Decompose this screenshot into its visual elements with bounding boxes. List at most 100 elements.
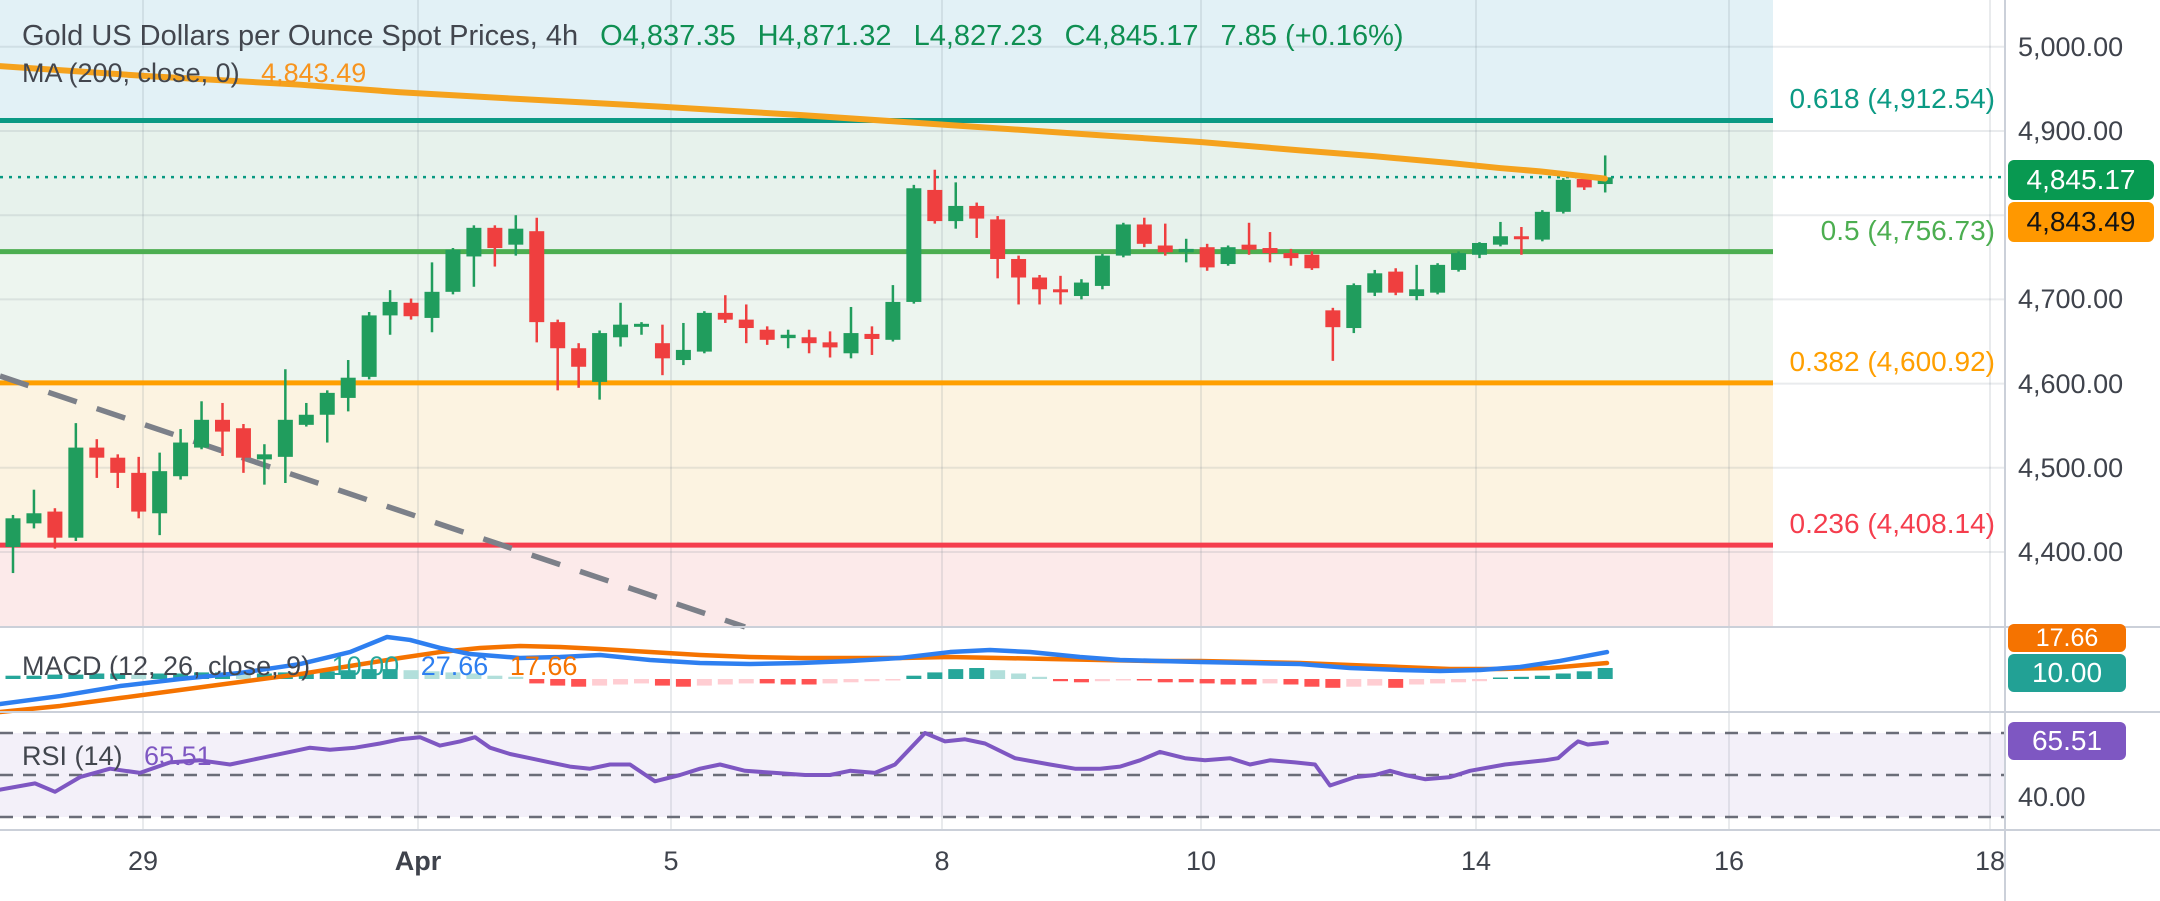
time-axis-tick: 18 xyxy=(1974,846,2006,876)
macd-histogram-bar xyxy=(1178,679,1194,683)
fib-zone xyxy=(0,382,1773,546)
macd-histogram-bar xyxy=(1430,679,1446,684)
macd-line xyxy=(0,634,1610,707)
macd-histogram-bar xyxy=(508,676,524,679)
candle-body xyxy=(1157,245,1173,253)
price-axis-tick: 5,000.00 xyxy=(2018,31,2124,62)
candle-body xyxy=(780,334,796,339)
macd-histogram-bar xyxy=(801,679,817,685)
candle-body xyxy=(1576,178,1592,188)
candle-body xyxy=(654,343,670,359)
candle-body xyxy=(1073,282,1089,297)
candle-body xyxy=(1262,248,1278,254)
macd-histogram-bar xyxy=(759,679,775,684)
candle-body xyxy=(801,337,817,344)
candle-body xyxy=(152,471,168,514)
candle-body xyxy=(1325,310,1341,328)
macd-histogram-bar xyxy=(26,675,42,679)
ma-value-badge: 4,843.49 xyxy=(2008,202,2154,242)
candle-body xyxy=(1409,289,1425,297)
macd-histogram-bar xyxy=(47,674,63,679)
macd-hist-badge: 10.00 xyxy=(2008,654,2126,692)
macd-histogram-bar xyxy=(864,679,880,682)
candle-body xyxy=(445,249,461,292)
candle-body xyxy=(361,315,377,377)
time-axis-tick: 10 xyxy=(1185,846,1217,876)
fib-zone xyxy=(0,0,1773,121)
price-axis-tick: 4,500.00 xyxy=(2018,452,2124,483)
macd-histogram-bar xyxy=(1346,679,1362,687)
candle-body xyxy=(340,377,356,398)
candle-body xyxy=(717,312,733,320)
candle-body xyxy=(864,333,880,339)
macd-line-value: 27.66 xyxy=(420,651,489,681)
candle-body xyxy=(550,322,566,349)
candle-body xyxy=(1472,242,1487,255)
macd-histogram-bar xyxy=(466,673,482,679)
price-axis-tick: 4,600.00 xyxy=(2018,368,2124,399)
candle-body xyxy=(1115,224,1131,256)
candle-body xyxy=(298,414,314,425)
trendline xyxy=(0,373,746,630)
macd-histogram-bar xyxy=(780,679,796,685)
fib-level-label: 0.382 (4,600.92) xyxy=(1789,345,1996,377)
macd-histogram-bar xyxy=(340,670,356,679)
macd-histogram-bar xyxy=(173,673,189,679)
ma200-line xyxy=(0,63,1608,182)
candle-body xyxy=(1011,258,1027,278)
candle-body xyxy=(1430,264,1446,293)
price-axis-tick: 4,400.00 xyxy=(2018,537,2124,567)
candle-body xyxy=(1304,254,1320,269)
candle-body xyxy=(1388,271,1404,293)
ohlc-change: 7.85 (+0.16%) xyxy=(1220,20,1404,52)
candle-body xyxy=(382,301,398,316)
macd-histogram-bar xyxy=(654,679,670,686)
candle-body xyxy=(487,227,503,249)
macd-histogram-bar xyxy=(1492,677,1508,679)
candle-body xyxy=(424,291,440,318)
macd-histogram-bar xyxy=(738,679,754,684)
macd-histogram-bar xyxy=(298,672,314,679)
macd-histogram-bar xyxy=(445,672,461,679)
candle-body xyxy=(613,324,629,338)
symbol-title: Gold US Dollars per Ounce Spot Prices, 4… xyxy=(22,20,579,52)
macd-histogram-bar xyxy=(1073,679,1089,683)
candle-body xyxy=(5,518,21,547)
macd-histogram-bar xyxy=(424,671,440,679)
candle-body xyxy=(1053,289,1068,293)
macd-histogram-bar xyxy=(256,673,272,679)
macd-histogram-bar xyxy=(1451,679,1467,683)
macd-histogram-bar xyxy=(1011,673,1027,679)
candle-body xyxy=(256,454,272,460)
macd-histogram-bar xyxy=(822,679,838,684)
candle-body xyxy=(1534,211,1550,240)
candle-body xyxy=(969,205,985,219)
macd-signal-value: 17.66 xyxy=(509,651,578,681)
macd-histogram-bar xyxy=(1157,679,1173,683)
rsi-value-badge: 65.51 xyxy=(2008,722,2126,760)
rsi-legend: RSI (14) 65.51 xyxy=(22,741,212,772)
candle-body xyxy=(68,447,84,538)
macd-histogram-bar xyxy=(906,675,922,679)
macd-histogram-bar xyxy=(613,679,629,685)
macd-histogram-bar xyxy=(1053,679,1068,682)
macd-histogram-bar xyxy=(843,679,859,683)
macd-histogram-bar xyxy=(403,670,419,679)
macd-histogram-bar xyxy=(592,679,608,686)
macd-histogram-bar xyxy=(696,679,712,686)
candle-body xyxy=(592,333,608,382)
candle-body xyxy=(759,329,775,340)
candle-body xyxy=(675,349,691,361)
macd-histogram-bar xyxy=(1597,668,1613,679)
time-axis-tick: Apr xyxy=(394,846,442,876)
candle-body xyxy=(1136,224,1152,244)
fib-level-label: 0.618 (4,912.54) xyxy=(1789,83,1996,115)
macd-histogram-bar xyxy=(1032,676,1048,679)
candle-body xyxy=(110,457,126,473)
candle-body xyxy=(1032,277,1048,290)
candle-body xyxy=(696,312,712,352)
candle-body xyxy=(89,447,105,458)
rsi-legend-label: RSI (14) xyxy=(22,741,123,771)
